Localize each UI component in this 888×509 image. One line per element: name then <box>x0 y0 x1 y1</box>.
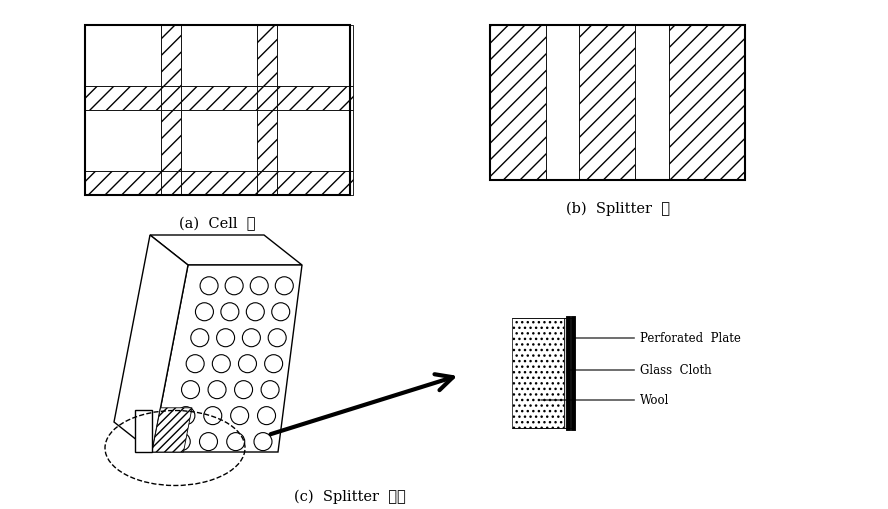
Bar <box>257 86 277 110</box>
Bar <box>669 25 745 180</box>
Text: Wool: Wool <box>541 393 670 407</box>
Circle shape <box>200 433 218 450</box>
Bar <box>277 25 353 86</box>
Bar <box>161 86 181 110</box>
Bar <box>161 110 181 171</box>
Bar <box>579 25 635 180</box>
Circle shape <box>177 407 194 425</box>
Bar <box>546 25 579 180</box>
Circle shape <box>261 381 279 399</box>
Circle shape <box>239 355 257 373</box>
Bar <box>277 110 353 171</box>
Bar <box>85 25 161 86</box>
Circle shape <box>186 355 204 373</box>
Polygon shape <box>114 235 188 452</box>
Bar <box>85 25 350 195</box>
Polygon shape <box>152 408 192 452</box>
Polygon shape <box>152 265 302 452</box>
Bar <box>161 25 181 86</box>
Circle shape <box>212 355 230 373</box>
Bar <box>257 25 277 86</box>
Circle shape <box>217 329 234 347</box>
Circle shape <box>172 433 190 450</box>
Circle shape <box>191 329 209 347</box>
Circle shape <box>195 303 213 321</box>
Circle shape <box>226 277 243 295</box>
Bar <box>181 25 257 86</box>
Circle shape <box>203 407 222 425</box>
Circle shape <box>221 303 239 321</box>
Bar <box>161 171 181 195</box>
Circle shape <box>242 329 260 347</box>
Circle shape <box>275 277 293 295</box>
Bar <box>181 86 257 110</box>
Bar <box>85 110 161 171</box>
Circle shape <box>272 303 289 321</box>
Bar <box>635 25 669 180</box>
Circle shape <box>208 381 226 399</box>
Bar <box>85 86 161 110</box>
Circle shape <box>254 433 272 450</box>
Circle shape <box>234 381 252 399</box>
Circle shape <box>250 277 268 295</box>
Bar <box>181 110 257 171</box>
Bar <box>277 86 353 110</box>
Bar <box>490 25 546 180</box>
Circle shape <box>268 329 286 347</box>
Polygon shape <box>150 235 302 265</box>
Bar <box>181 171 257 195</box>
Bar <box>257 171 277 195</box>
Text: (c)  Splitter  구조: (c) Splitter 구조 <box>294 490 406 504</box>
Text: Glass  Cloth: Glass Cloth <box>569 363 711 377</box>
Circle shape <box>181 381 200 399</box>
Bar <box>257 110 277 171</box>
Bar <box>512 318 564 428</box>
Text: Perforated  Plate: Perforated Plate <box>573 331 741 345</box>
Circle shape <box>226 433 245 450</box>
Circle shape <box>265 355 282 373</box>
Circle shape <box>246 303 265 321</box>
Polygon shape <box>135 410 152 452</box>
Bar <box>564 318 568 428</box>
Circle shape <box>200 277 218 295</box>
Circle shape <box>231 407 249 425</box>
Text: (a)  Cell  형: (a) Cell 형 <box>179 217 256 231</box>
Circle shape <box>258 407 275 425</box>
Text: (b)  Splitter  형: (b) Splitter 형 <box>566 202 670 216</box>
Bar <box>490 25 745 180</box>
Bar <box>277 171 353 195</box>
Bar <box>85 171 161 195</box>
